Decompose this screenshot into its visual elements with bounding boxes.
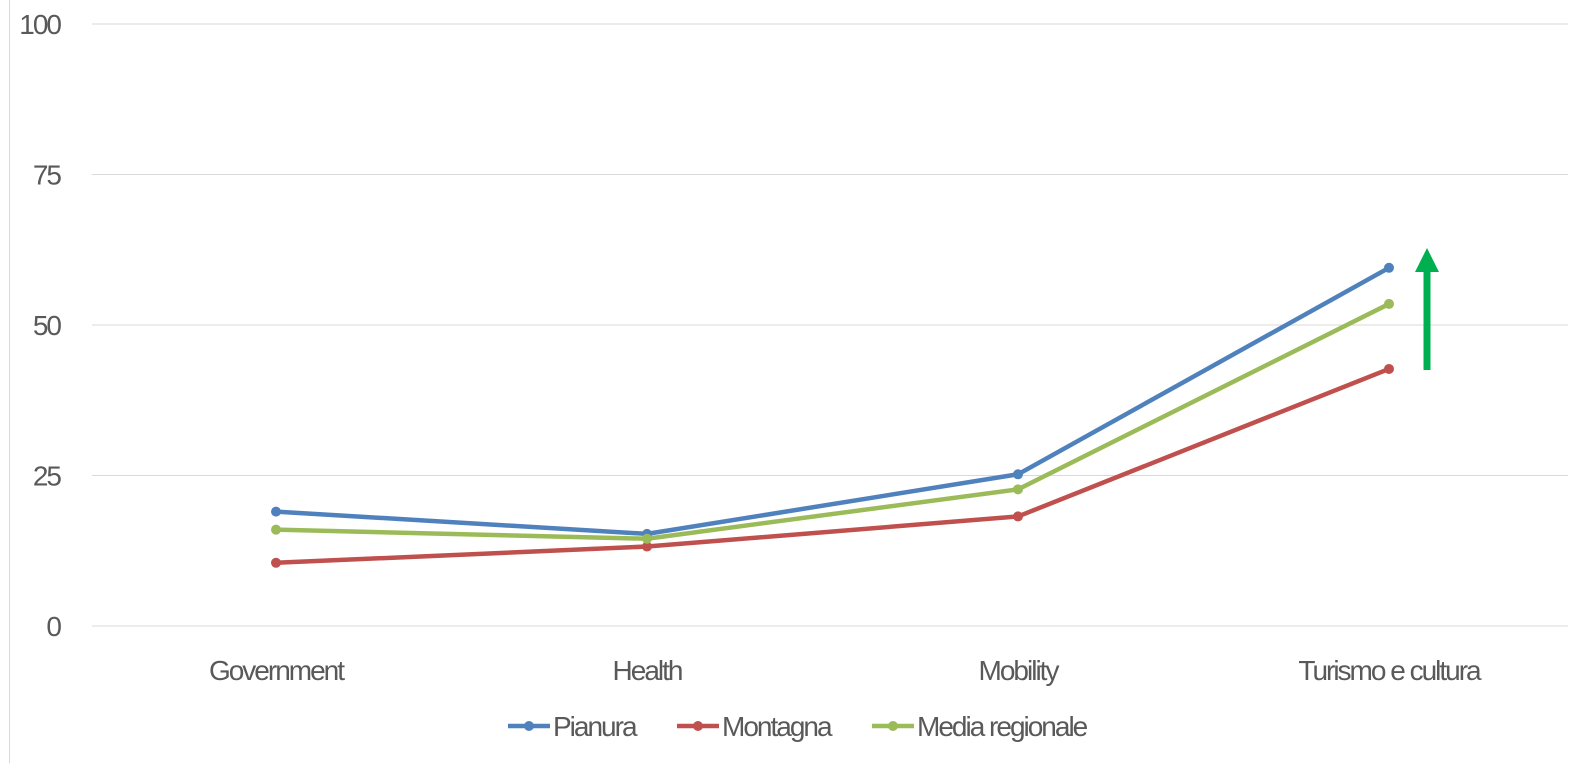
up-arrow-annotation [1415, 248, 1439, 370]
series-line [273, 301, 1392, 541]
x-category-label: Turismo e cultura [1298, 655, 1482, 686]
series-pianura [271, 262, 1394, 539]
legend-swatch-marker [888, 721, 898, 731]
data-point [1384, 298, 1394, 309]
left-border-line [9, 0, 10, 763]
y-tick-label: 100 [19, 9, 61, 40]
x-category-label: Mobility [979, 655, 1060, 686]
y-tick-label: 75 [33, 160, 62, 191]
arrow-head [1415, 248, 1439, 272]
y-tick-label: 50 [33, 310, 62, 341]
data-point [642, 533, 652, 544]
gridlines [92, 23, 1568, 627]
legend-swatch-marker [693, 721, 703, 731]
x-category-label: Government [209, 655, 345, 686]
legend-item-montagna: Montagna [677, 711, 835, 742]
x-category-label: Health [613, 655, 682, 686]
data-point [1013, 469, 1023, 480]
series-lines [271, 262, 1394, 568]
series-line [273, 366, 1392, 566]
data-point [1384, 363, 1394, 374]
series-media-regionale [271, 298, 1394, 544]
legend-label: Montagna [722, 711, 833, 742]
annotations [1415, 248, 1439, 370]
data-point [271, 524, 281, 535]
legend-item-media-regionale: Media regionale [872, 711, 1090, 742]
legend-swatch-marker [524, 721, 534, 731]
legend: Pianura Montagna Media regionale [508, 711, 1090, 742]
y-tick-label: 0 [46, 611, 61, 642]
data-point [1013, 484, 1023, 495]
y-axis-tick-labels: 0 25 50 75 100 [19, 9, 63, 642]
series-line [273, 265, 1392, 537]
data-point [1013, 511, 1023, 522]
legend-label: Pianura [553, 711, 638, 742]
data-point [271, 506, 281, 517]
y-tick-label: 25 [33, 461, 62, 492]
arrow-shaft [1423, 270, 1431, 370]
x-axis-category-labels: Government Health Mobility Turismo e cultur… [209, 655, 1484, 686]
data-point [642, 541, 652, 552]
legend-item-pianura: Pianura [508, 711, 640, 742]
series-montagna [271, 363, 1394, 568]
legend-label: Media regionale [917, 711, 1088, 742]
data-point [271, 557, 281, 568]
data-point [1384, 262, 1394, 273]
